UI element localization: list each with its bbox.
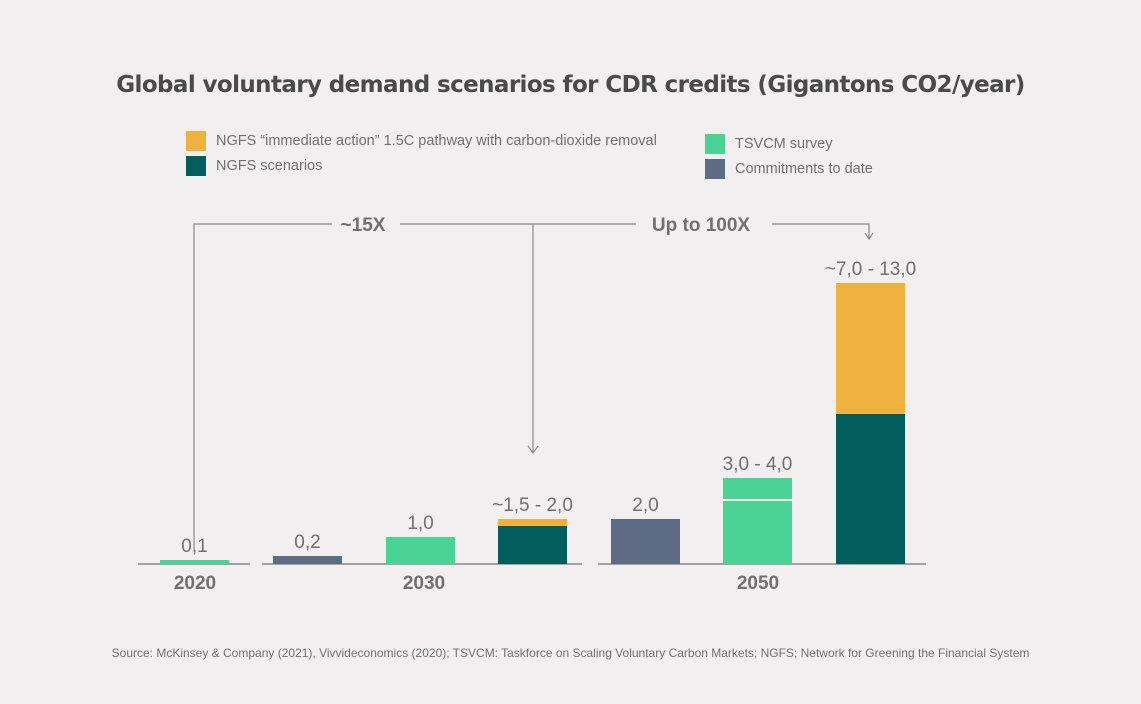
data-label: ~1,5 - 2,0 [492,495,573,516]
data-label: 1,0 [407,513,433,534]
bracket-line-right [772,223,870,238]
legend-item-commitments: Commitments to date [705,159,873,179]
arrow-head-icon [864,232,874,241]
bar-segment-commitments [611,519,680,564]
annotation-label: Up to 100X [652,215,751,236]
bar-segment-tsvcm [386,537,455,564]
bar-segment-tsvcm [723,478,792,499]
data-label: 3,0 - 4,0 [723,454,793,475]
legend-item-ngfs-immediate: NGFS “immediate action” 1.5C pathway wit… [186,131,657,151]
legend-label: NGFS scenarios [216,158,323,174]
bar-segment-commitments [273,556,342,564]
data-label: ~7,0 - 13,0 [825,259,916,280]
bar-segment-tsvcm [160,560,229,564]
legend-swatch [705,134,725,154]
chart-title: Global voluntary demand scenarios for CD… [116,72,1025,98]
bar-segment-ngfs_immediate [836,283,905,414]
legend-swatch [705,159,725,179]
arrow-head-icon [527,445,539,455]
legend-swatch [186,156,206,176]
legend-label: TSVCM survey [735,136,833,152]
legend-item-ngfs: NGFS scenarios [186,156,322,176]
bar-segment-ngfs [836,414,905,564]
group-label: 2050 [737,573,779,594]
bar-segment-ngfs [498,526,567,564]
legend-label: Commitments to date [735,161,873,177]
bar-segment-tsvcm [723,501,792,564]
group-label: 2030 [403,573,445,594]
group-label: 2020 [174,573,216,594]
legend-item-tsvcm: TSVCM survey [705,134,833,154]
source-note: Source: McKinsey & Company (2021), Vivvi… [111,646,1030,660]
annotation-label: ~15X [341,215,386,236]
legend-swatch [186,131,206,151]
data-label: 0,2 [294,532,320,553]
bracket-line-left [193,223,332,552]
legend-label: NGFS “immediate action” 1.5C pathway wit… [216,133,657,149]
bar-segment-ngfs_immediate [498,519,567,526]
data-label: 2,0 [632,495,658,516]
